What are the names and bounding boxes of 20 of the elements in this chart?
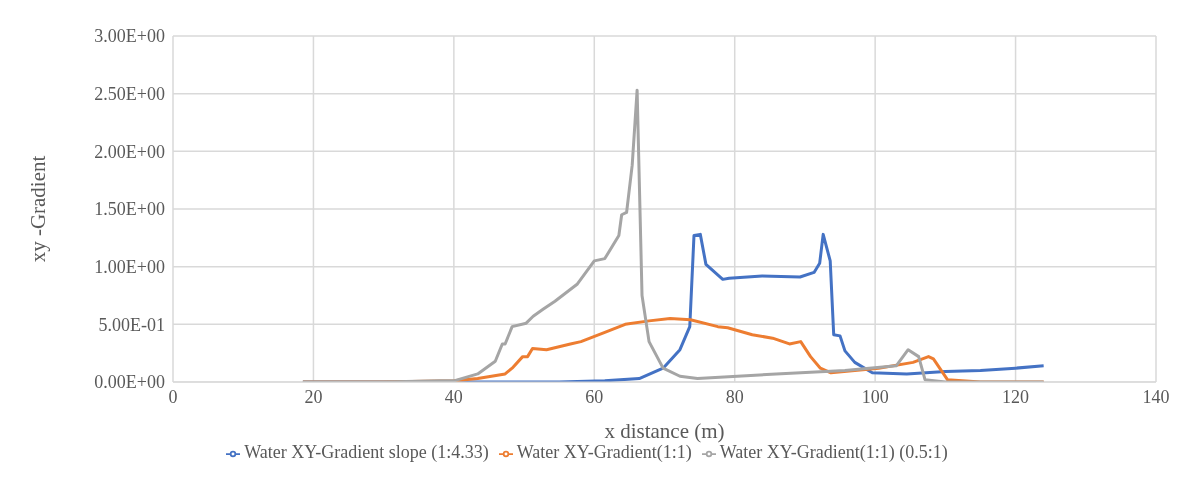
x-tick-label: 80 xyxy=(725,386,744,407)
y-tick-label: 3.00E+00 xyxy=(94,26,165,47)
x-tick-label: 0 xyxy=(168,386,178,407)
x-tick-label: 120 xyxy=(1002,386,1030,407)
y-axis-title: xy -Gradient xyxy=(26,155,51,263)
legend-label: Water XY-Gradient(1:1) (0.5:1) xyxy=(719,442,948,462)
y-tick-label: 0.00E+00 xyxy=(94,372,165,393)
y-tick-label: 1.00E+00 xyxy=(94,257,165,278)
y-tick-label: 5.00E-01 xyxy=(98,314,165,335)
x-tick-label: 140 xyxy=(1142,386,1170,407)
x-tick-label: 20 xyxy=(304,386,323,407)
x-tick-label: 40 xyxy=(444,386,463,407)
y-tick-label: 2.00E+00 xyxy=(94,141,165,162)
y-tick-label: 2.50E+00 xyxy=(94,84,165,105)
y-tick-label: 1.50E+00 xyxy=(94,199,165,220)
x-tick-label: 100 xyxy=(861,386,889,407)
x-axis-title: x distance (m) xyxy=(604,419,725,443)
legend-label: Water XY-Gradient slope (1:4.33) xyxy=(244,442,489,462)
legend-label: Water XY-Gradient(1:1) xyxy=(516,442,692,462)
x-tick-label: 60 xyxy=(585,386,604,407)
